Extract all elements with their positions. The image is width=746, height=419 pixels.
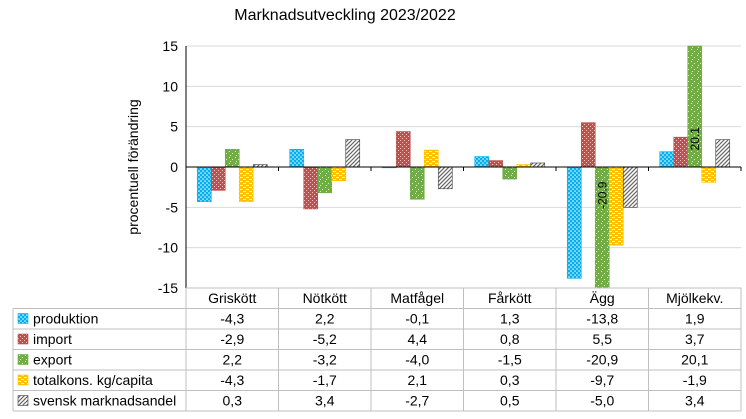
legend-swatch [17, 354, 29, 365]
table-cell: 1,3 [500, 311, 520, 327]
bar-svensk-marknadsandel [715, 139, 731, 168]
table-cell: -3,2 [313, 352, 337, 368]
table-cell: 0,8 [500, 331, 520, 347]
table-cell: -20,9 [586, 352, 618, 368]
bar-export [502, 166, 518, 180]
table-cell: -5,0 [590, 393, 614, 409]
legend-label: produktion [33, 311, 98, 327]
x-tick-label: Mjölkekv. [666, 290, 723, 306]
table-cell: 0,3 [223, 393, 243, 409]
bar-export [409, 166, 425, 200]
table-cell: -1,9 [683, 372, 707, 388]
table-cell: -1,5 [498, 352, 522, 368]
bar-import [210, 166, 226, 191]
bar-produktion [196, 166, 212, 202]
bar-totalkons-kg-capita [331, 166, 347, 182]
bar-import [395, 131, 411, 168]
x-tick-label: Ägg [590, 290, 615, 306]
x-tick-label: Nötkött [303, 290, 347, 306]
bar-svensk-marknadsandel [437, 166, 453, 190]
table-cell: -4,3 [220, 311, 244, 327]
y-tick-label: 5 [170, 119, 178, 135]
table-cell: -4,0 [405, 352, 429, 368]
bar-produktion [659, 151, 675, 168]
table-cell: 0,3 [500, 372, 520, 388]
table-cell: 3,4 [315, 393, 335, 409]
bar-import [488, 160, 504, 168]
data-label: 20.1 [688, 127, 702, 151]
legend-swatch [17, 395, 29, 406]
table-cell: 5,5 [593, 331, 613, 347]
table-cell: 4,4 [408, 331, 428, 347]
y-tick-label: -10 [158, 240, 178, 256]
table-cell: -2,9 [220, 331, 244, 347]
axes: 15 10 5 0 -5 -10 -15 procentuell förändring [125, 38, 742, 296]
table-cell: 2,1 [408, 372, 428, 388]
legend-swatch [17, 313, 29, 324]
bar-svensk-marknadsandel [622, 166, 638, 208]
legend-swatch [17, 374, 29, 386]
table-cell: 2,2 [223, 352, 243, 368]
table-cell: -9,7 [590, 372, 614, 388]
table-cell: -1,7 [313, 372, 337, 388]
bar-produktion [289, 148, 305, 168]
y-tick-label: 15 [162, 38, 178, 54]
y-tick-label: -5 [166, 199, 179, 215]
bar-produktion [474, 156, 490, 168]
x-tick-label: Griskött [208, 290, 256, 306]
bar-totalkons-kg-capita [608, 166, 624, 246]
table-cell: -13,8 [586, 311, 618, 327]
bar-import [580, 122, 596, 168]
legend-label: totalkons. kg/capita [33, 372, 153, 388]
x-tick-label: Matfågel [390, 290, 444, 306]
chart-title: Marknadsutveckling 2023/2022 [234, 7, 456, 24]
bar-import [303, 166, 319, 210]
bars: -20.9 20.1 [196, 45, 731, 289]
bar-svensk-marknadsandel [530, 162, 546, 168]
x-tick-label: Fårkött [488, 290, 532, 306]
table-cell: -2,7 [405, 393, 429, 409]
table-cell: 2,2 [315, 311, 335, 327]
bar-totalkons-kg-capita [701, 166, 717, 183]
table-cell: 3,4 [685, 393, 705, 409]
table-cell: -4,3 [220, 372, 244, 388]
bar-import [673, 136, 689, 168]
table-cell: 1,9 [685, 311, 705, 327]
legend-swatch [17, 333, 29, 345]
legend-label: import [33, 331, 72, 347]
table-cell: -5,2 [313, 331, 337, 347]
legend-label: export [33, 352, 72, 368]
bar-svensk-marknadsandel [345, 139, 361, 168]
y-axis-label: procentuell förändring [125, 99, 141, 234]
y-tick-label: -15 [158, 280, 178, 296]
bar-totalkons-kg-capita [423, 149, 439, 168]
bar-totalkons-kg-capita [238, 166, 254, 202]
table-cell: 20,1 [681, 352, 708, 368]
table-cell: 0,5 [500, 393, 520, 409]
bar-produktion [566, 166, 582, 279]
table-cell: 3,7 [685, 331, 705, 347]
bar-export [224, 148, 240, 168]
table-cell: -0,1 [405, 311, 429, 327]
bar-export [317, 166, 333, 194]
y-tick-label: 10 [162, 78, 178, 94]
data-table: Griskött Nötkött Matfågel Fårkött Ägg Mjölkek… [12, 287, 742, 412]
y-tick-label: 0 [170, 159, 178, 175]
data-label: -20.9 [595, 181, 609, 209]
legend-label: svensk marknadsandel [33, 393, 176, 409]
